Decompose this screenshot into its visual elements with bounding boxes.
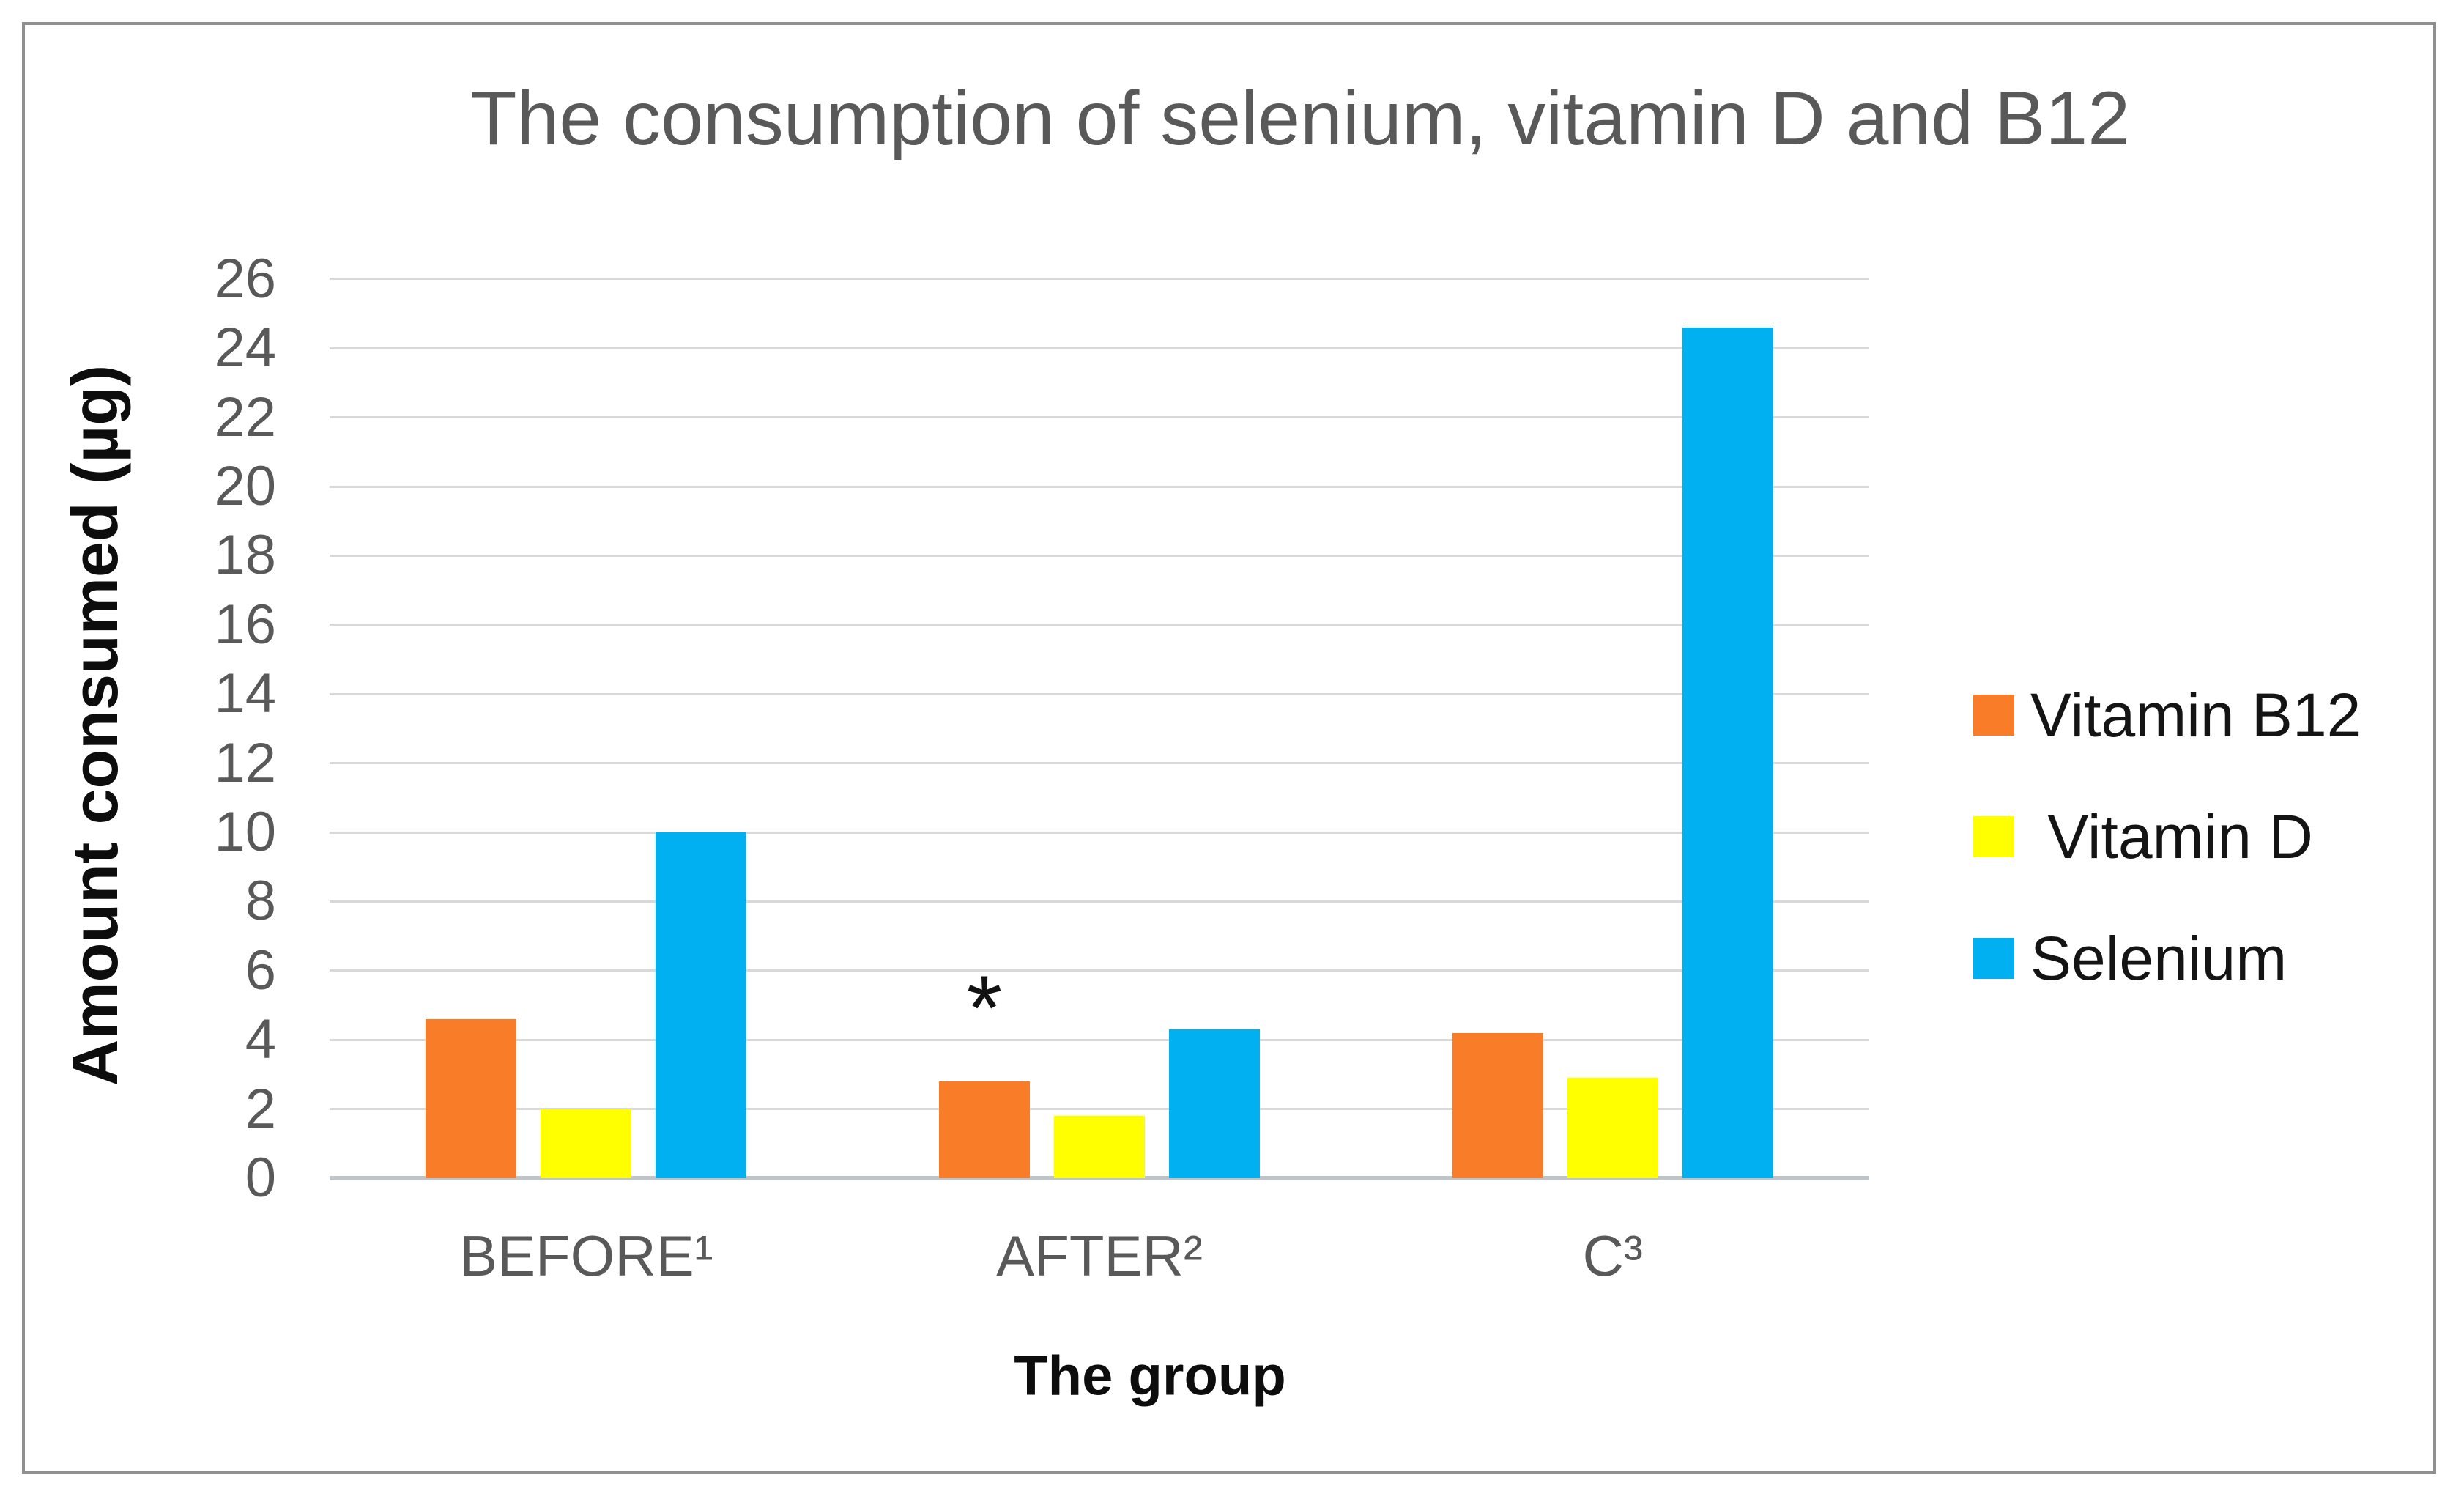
legend-label-vitamin-d: Vitamin D <box>2030 802 2313 871</box>
x-tick-label-after-: AFTER² <box>996 1224 1203 1288</box>
chart-title: The consumption of selenium, vitamin D a… <box>470 76 2131 161</box>
y-tick-label: 12 <box>214 731 276 794</box>
legend-label-vitamin-b12: Vitamin B12 <box>2030 681 2361 750</box>
y-tick-label: 2 <box>245 1077 276 1140</box>
legend-swatch-vitamin-d-icon <box>1973 816 2014 857</box>
x-tick-label-c-: C³ <box>1582 1224 1643 1288</box>
gridline <box>330 485 1869 488</box>
bar-vitamin-b12-c- <box>1452 1032 1543 1178</box>
y-tick-label: 18 <box>214 524 276 587</box>
y-tick-label: 16 <box>214 593 276 656</box>
legend-swatch-selenium-icon <box>1973 938 2014 979</box>
gridline <box>330 900 1869 903</box>
x-tick-label-before-: BEFORE¹ <box>459 1224 713 1288</box>
x-axis-title: The group <box>1014 1344 1286 1407</box>
y-tick-label: 4 <box>245 1008 276 1071</box>
y-tick-label: 10 <box>214 801 276 863</box>
legend-swatch-vitamin-b12-icon <box>1973 695 2014 736</box>
x-axis-line <box>330 1176 1869 1180</box>
chart-frame <box>22 22 2436 1474</box>
y-tick-label: 6 <box>245 939 276 1002</box>
bar-vitamin-d-c- <box>1567 1078 1658 1178</box>
gridline <box>330 278 1869 281</box>
bar-vitamin-d-after- <box>1054 1116 1145 1178</box>
y-tick-label: 14 <box>214 662 276 725</box>
bar-selenium-before- <box>656 832 747 1178</box>
gridline <box>330 416 1869 419</box>
y-tick-label: 0 <box>245 1147 276 1209</box>
bar-selenium-c- <box>1682 327 1773 1178</box>
gridline <box>330 1108 1869 1111</box>
gridline <box>330 762 1869 765</box>
bar-vitamin-b12-after- <box>939 1081 1030 1178</box>
significance-asterisk: * <box>966 957 1003 1059</box>
gridline <box>330 347 1869 349</box>
legend-item-vitamin-d: Vitamin D <box>1973 806 2313 867</box>
gridline <box>330 969 1869 972</box>
gridline <box>330 1038 1869 1041</box>
y-tick-label: 26 <box>214 247 276 310</box>
legend-item-selenium: Selenium <box>1973 928 2287 989</box>
y-tick-label: 8 <box>245 870 276 933</box>
legend-item-vitamin-b12: Vitamin B12 <box>1973 684 2361 746</box>
gridline <box>330 554 1869 557</box>
y-tick-label: 22 <box>214 385 276 448</box>
gridline <box>330 831 1869 834</box>
gridline <box>330 624 1869 626</box>
bar-vitamin-b12-before- <box>426 1018 517 1178</box>
legend-label-selenium: Selenium <box>2030 924 2287 993</box>
y-tick-label: 24 <box>214 317 276 380</box>
gridline <box>330 692 1869 695</box>
bar-selenium-after- <box>1169 1029 1260 1178</box>
y-tick-label: 20 <box>214 455 276 517</box>
bar-vitamin-d-before- <box>541 1109 632 1178</box>
